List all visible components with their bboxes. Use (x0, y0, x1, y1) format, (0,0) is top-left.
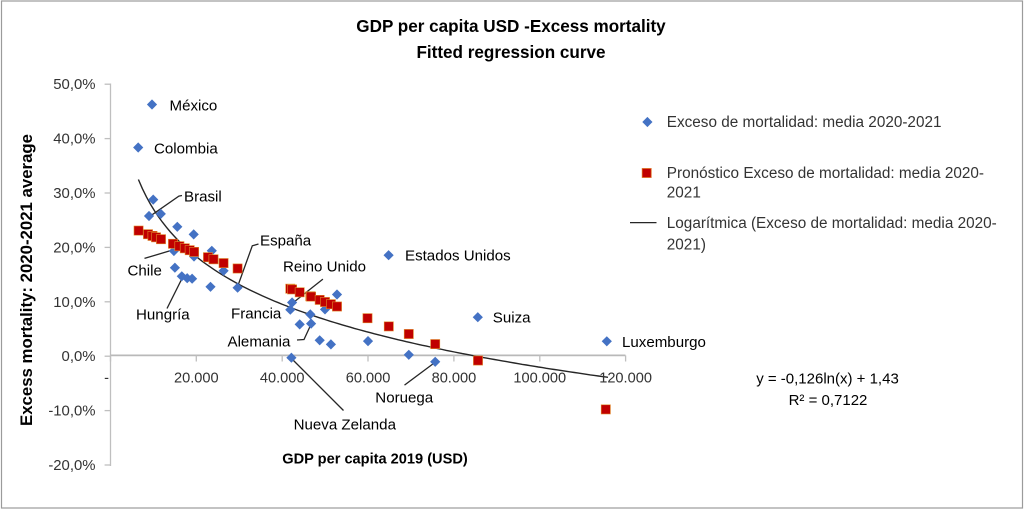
svg-text:Estados Unidos: Estados Unidos (405, 248, 511, 265)
svg-text:Fitted regression curve: Fitted regression curve (416, 43, 605, 62)
svg-text:50,0%: 50,0% (53, 77, 95, 93)
svg-text:Luxemburgo: Luxemburgo (622, 334, 706, 351)
svg-text:Alemania: Alemania (228, 334, 292, 351)
svg-text:Exceso de mortalidad: media 20: Exceso de mortalidad: media 2020-2021 (667, 114, 942, 131)
svg-text:México: México (170, 98, 218, 115)
svg-text:Noruega: Noruega (375, 390, 434, 407)
svg-text:100.000: 100.000 (513, 370, 566, 386)
svg-text:Brasil: Brasil (184, 189, 222, 206)
svg-text:20,0%: 20,0% (53, 240, 95, 256)
svg-text:Nueva Zelanda: Nueva Zelanda (294, 417, 397, 434)
svg-text:Reino Unido: Reino Unido (283, 259, 366, 276)
svg-text:120.000: 120.000 (599, 370, 652, 386)
svg-text:30,0%: 30,0% (53, 186, 95, 202)
svg-text:Hungría: Hungría (136, 307, 190, 324)
svg-text:GDP per capita USD -Excess mor: GDP per capita USD -Excess mortality (356, 17, 666, 36)
svg-text:Chile: Chile (128, 263, 162, 280)
svg-text:Colombia: Colombia (154, 141, 218, 158)
svg-text:Logarítmica (Exceso de mortali: Logarítmica (Exceso de mortalidad: media… (667, 215, 997, 232)
svg-text:2021: 2021 (667, 185, 701, 202)
svg-text:Francia: Francia (231, 306, 282, 323)
svg-text:Excess mortality: 2020-2021 av: Excess mortality: 2020-2021 average (17, 134, 36, 426)
svg-text:-20,0%: -20,0% (48, 458, 95, 474)
svg-text:40,0%: 40,0% (53, 132, 95, 148)
svg-text:-10,0%: -10,0% (48, 404, 95, 420)
svg-text:GDP per capita 2019 (USD): GDP per capita 2019 (USD) (282, 452, 468, 468)
svg-text:y = -0,126ln(x) + 1,43: y = -0,126ln(x) + 1,43 (756, 370, 899, 387)
svg-text:60.000: 60.000 (346, 370, 391, 386)
svg-text:Suiza: Suiza (493, 310, 531, 327)
svg-text:20.000: 20.000 (174, 370, 219, 386)
svg-text:-: - (104, 370, 109, 386)
svg-text:80.000: 80.000 (432, 370, 477, 386)
svg-text:10,0%: 10,0% (53, 295, 95, 311)
svg-text:Pronóstico Exceso de mortalida: Pronóstico Exceso de mortalidad: media 2… (667, 165, 984, 182)
svg-text:2021): 2021) (667, 237, 706, 254)
svg-text:R² = 0,7122: R² = 0,7122 (789, 392, 868, 409)
svg-text:España: España (260, 233, 312, 250)
svg-text:0,0%: 0,0% (62, 349, 96, 365)
svg-text:40.000: 40.000 (260, 370, 305, 386)
